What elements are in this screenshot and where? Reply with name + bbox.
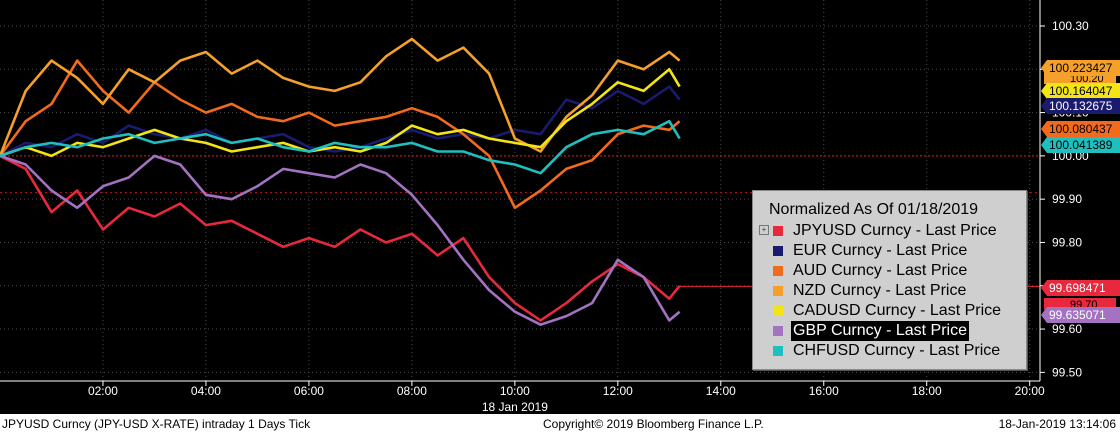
- series-line: [0, 59, 681, 210]
- legend-label: NZD Curncy - Last Price: [793, 282, 967, 299]
- legend[interactable]: Normalized As Of 01/18/2019 + JPYUSD Curn…: [752, 190, 1027, 370]
- footer-bar: JPYUSD Curncy (JPY-USD X-RATE) intraday …: [0, 414, 1120, 433]
- y-tick-label: 99.60: [1052, 322, 1082, 336]
- last-price-labels: 100.2099.70100.223427100.164047100.13267…: [1041, 60, 1120, 323]
- expand-icon[interactable]: +: [759, 225, 769, 235]
- x-tick-label: 18:00: [912, 384, 942, 398]
- last-price-tag-label: 99.635071: [1049, 308, 1106, 322]
- last-price-tag-label: 100.164047: [1049, 84, 1113, 98]
- footer-security: JPYUSD Curncy (JPY-USD X-RATE) intraday …: [2, 417, 311, 431]
- legend-item[interactable]: AUD Curncy - Last Price: [757, 261, 1022, 281]
- y-tick-label: 99.90: [1052, 192, 1082, 206]
- legend-label: AUD Curncy - Last Price: [793, 262, 968, 279]
- last-price-tag-label: 99.698471: [1049, 281, 1106, 295]
- legend-swatch: [773, 286, 783, 296]
- last-price-tag: [1041, 121, 1120, 137]
- x-tick-label: 12:00: [603, 384, 633, 398]
- legend-item[interactable]: EUR Curncy - Last Price: [757, 241, 1022, 261]
- x-tick-label: 20:00: [1015, 384, 1045, 398]
- last-price-tag-label: 100.132675: [1049, 99, 1113, 113]
- footer-copyright: Copyright© 2019 Bloomberg Finance L.P.: [543, 417, 764, 431]
- legend-swatch: [773, 266, 783, 276]
- last-price-tag-label: 100.041389: [1049, 138, 1113, 152]
- legend-swatch: [773, 246, 783, 256]
- legend-item[interactable]: GBP Curncy - Last Price: [757, 321, 1022, 341]
- last-price-tag: [1041, 137, 1120, 153]
- x-tick-label: 02:00: [88, 384, 118, 398]
- legend-item[interactable]: CHFUSD Curncy - Last Price: [757, 341, 1022, 361]
- x-tick-label: 08:00: [397, 384, 427, 398]
- series-line: [0, 85, 681, 158]
- legend-item[interactable]: + JPYUSD Curncy - Last Price: [757, 221, 1022, 241]
- legend-label: EUR Curncy - Last Price: [793, 242, 968, 259]
- footer-timestamp: 18-Jan-2019 13:14:06: [998, 417, 1116, 431]
- last-price-tag: [1041, 280, 1120, 296]
- legend-item[interactable]: CADUSD Curncy - Last Price: [757, 301, 1022, 321]
- legend-swatch: [773, 226, 783, 236]
- series-line: [0, 154, 681, 327]
- legend-item[interactable]: NZD Curncy - Last Price: [757, 281, 1022, 301]
- last-price-tag: [1041, 83, 1120, 99]
- x-tick-label: 14:00: [706, 384, 736, 398]
- series-line: [0, 119, 681, 175]
- legend-title: Normalized As Of 01/18/2019: [769, 201, 979, 218]
- last-price-tag: [1041, 98, 1120, 114]
- legend-label: CHFUSD Curncy - Last Price: [793, 342, 1001, 359]
- series-line: [0, 37, 681, 157]
- y-tick-label: 99.80: [1052, 235, 1082, 249]
- axes: 100.30100.20100.10100.0099.9099.8099.709…: [0, 0, 1089, 414]
- legend-label: JPYUSD Curncy - Last Price: [793, 222, 997, 239]
- legend-label: GBP Curncy - Last Price: [791, 321, 969, 341]
- series-line: [0, 68, 681, 158]
- y-tick-label: 100.30: [1052, 19, 1089, 33]
- legend-swatch: [773, 306, 783, 316]
- y-tick-label: 99.50: [1052, 365, 1082, 379]
- series-line: [0, 154, 681, 322]
- legend-swatch: [773, 326, 783, 336]
- legend-label: CADUSD Curncy - Last Price: [793, 302, 1002, 319]
- x-tick-label: 06:00: [294, 384, 324, 398]
- last-price-tag-label: 100.223427: [1049, 61, 1113, 75]
- last-price-tag: [1041, 307, 1120, 323]
- series-lines: [0, 37, 1040, 327]
- date-label: 18 Jan 2019: [482, 400, 548, 414]
- x-tick-label: 04:00: [191, 384, 221, 398]
- last-price-tag-label: 100.080437: [1049, 122, 1113, 136]
- x-tick-label: 10:00: [500, 384, 530, 398]
- last-price-tag: [1041, 60, 1120, 76]
- x-tick-label: 16:00: [809, 384, 839, 398]
- legend-swatch: [773, 346, 783, 356]
